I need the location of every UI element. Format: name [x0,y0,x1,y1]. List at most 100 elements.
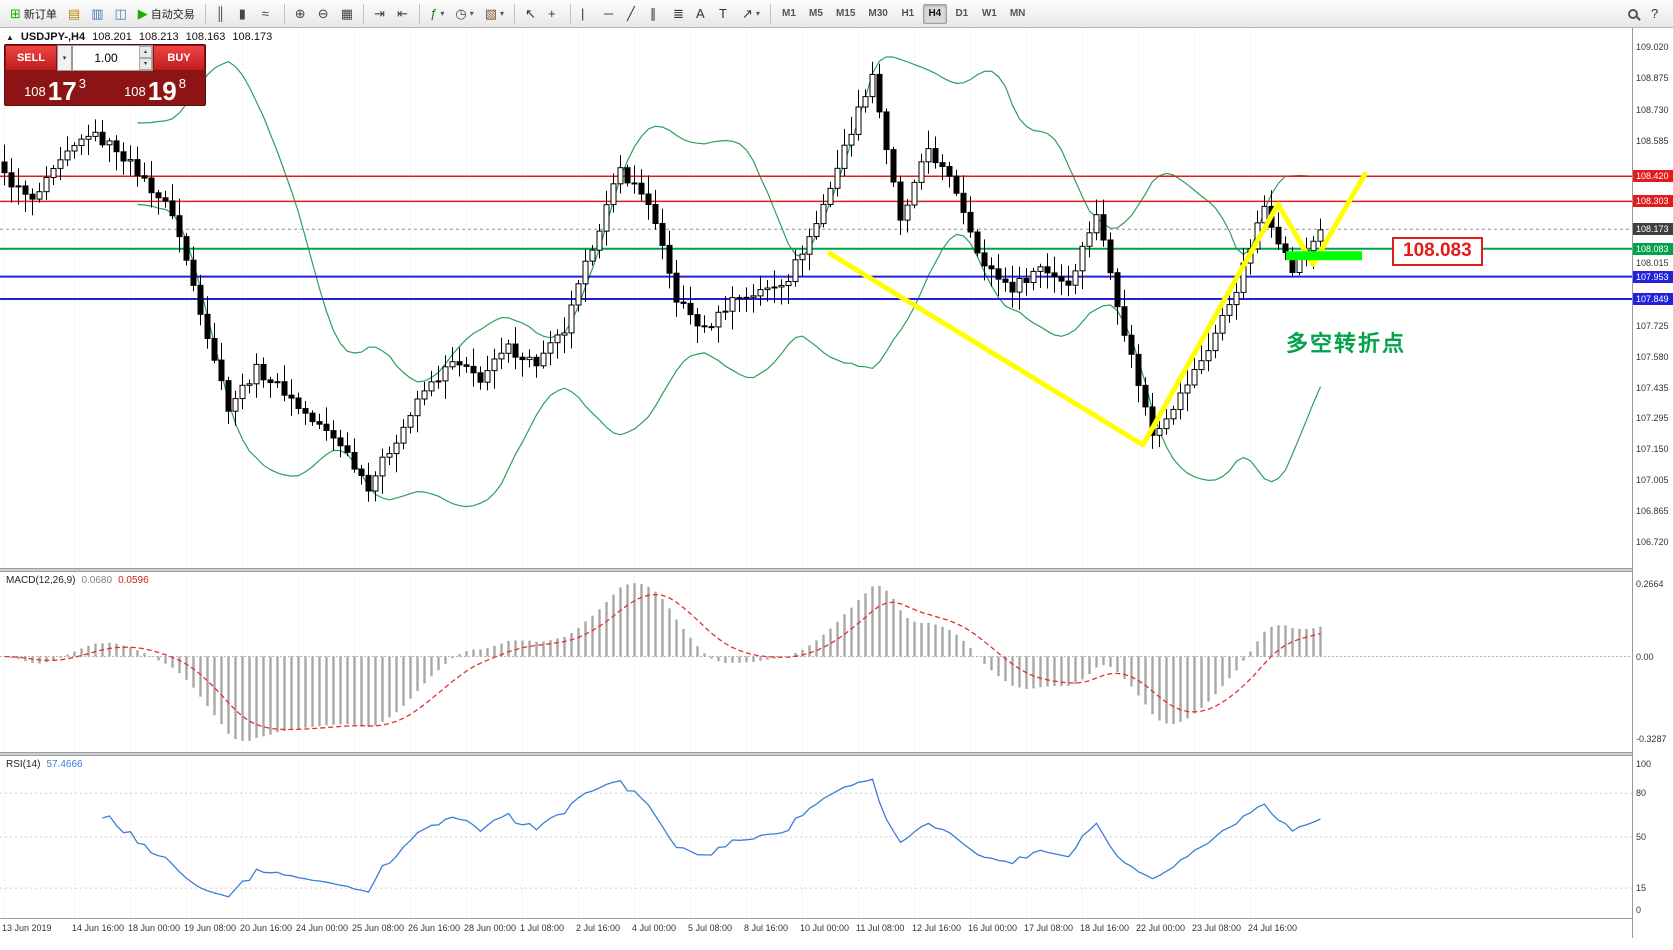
indicators-button[interactable]: ƒ ▾ [425,3,449,25]
price-line-label-107.849: 107.849 [1633,293,1673,305]
price-line-label-107.953: 107.953 [1633,271,1673,283]
new-order-label: 新订单 [23,8,57,21]
axis-label-107.150: 107.150 [1636,444,1669,454]
timeframe-mn-button[interactable]: MN [1005,4,1031,24]
volume-field: ▴ ▾ [72,45,153,71]
new-order-icon: ⊞ [10,6,21,21]
date-label: 20 Jun 16:00 [240,923,293,933]
macd-panel-canvas[interactable] [0,572,1632,752]
equidistant-channel-button[interactable]: ∥ [645,3,667,25]
timeframe-m30-button[interactable]: M30 [863,4,892,24]
ask-price[interactable]: 108 19 8 [105,71,205,105]
bid-price[interactable]: 108 17 3 [5,71,105,105]
price-chart-canvas[interactable] [0,28,1632,568]
date-label: 23 Jul 08:00 [1192,923,1242,933]
auto-trading-button[interactable]: ▶ 自动交易 [133,3,200,25]
candlestick-mode-button[interactable]: ▮ [234,3,256,25]
date-label: 11 Jul 08:00 [856,923,905,933]
date-label: 17 Jul 08:00 [1024,923,1074,933]
axis-label-100: 100 [1636,759,1652,769]
vertical-line-icon: | [581,6,585,21]
axis-label-50: 50 [1636,832,1647,842]
axis-label-108.015: 108.015 [1636,258,1669,268]
new-order-button[interactable]: ⊞ 新订单 [5,3,62,25]
one-click-trading-panel: SELL ▾ ▴ ▾ BUY 108 17 3 108 [4,44,206,106]
yellow-trendline[interactable] [827,171,1368,448]
date-label: 14 Jun 16:00 [72,923,125,933]
volume-down-button[interactable]: ▾ [139,58,152,70]
date-label: 19 Jun 08:00 [184,923,237,933]
bollinger-upper-band [137,56,1321,383]
time-axis[interactable]: 13 Jun 2019 14 Jun 16:00 18 Jun 00:00 19 Ju… [0,918,1632,940]
tile-windows-icon: ▦ [340,6,354,21]
axis-label-107.295: 107.295 [1636,413,1669,423]
auto-trading-label: 自动交易 [150,8,195,21]
rsi-panel-splitter[interactable] [0,752,1673,756]
horizontal-line-button[interactable]: ─ [599,3,621,25]
text-label-button[interactable]: T [714,3,736,25]
timeframe-m15-button[interactable]: M15 [831,4,860,24]
equidistant-channel-icon: ∥ [650,6,657,21]
axis-label--0.3287: -0.3287 [1636,734,1667,744]
toolbar-separator [514,3,516,24]
data-window-button[interactable]: ▥ [86,3,108,25]
navigator-button[interactable]: ◫ [110,3,132,25]
date-label: 24 Jun 00:00 [296,923,349,933]
price-line-label-108.420: 108.420 [1633,170,1673,182]
timeframe-w1-button[interactable]: W1 [977,4,1002,24]
crosshair-icon: + [548,6,556,21]
volume-input[interactable] [73,46,139,70]
chart-shift-button[interactable]: ⇤ [392,3,414,25]
vertical-line-button[interactable]: | [576,3,598,25]
axis-label-108.585: 108.585 [1636,136,1669,146]
macd-signal-line [4,593,1321,731]
zoom-in-icon: ⊕ [294,6,306,21]
timeframe-d1-button[interactable]: D1 [950,4,974,24]
cursor-button[interactable]: ↖ [520,3,542,25]
indicators-icon: ƒ [430,6,438,21]
help-button[interactable]: ? [1646,3,1668,25]
arrows-button[interactable]: ↗ ▾ [737,3,765,25]
candle-wicks-layer [4,61,1321,502]
timeframe-m1-button[interactable]: M1 [777,4,801,24]
timeframe-h1-button[interactable]: H1 [896,4,920,24]
text-button[interactable]: A [691,3,713,25]
templates-button[interactable]: ▧ ▾ [480,3,509,25]
rsi-line [102,778,1321,898]
periods-button[interactable]: ◷ ▾ [450,3,478,25]
tile-windows-button[interactable]: ▦ [336,3,358,25]
chart-annotation-text[interactable]: 多空转折点 [1286,331,1407,356]
bid-prefix: 108 [24,84,46,99]
fibonacci-button[interactable]: ≣ [668,3,690,25]
indicators-caret-icon: ▾ [440,9,445,18]
sell-button[interactable]: SELL [5,45,57,71]
bar-chart-mode-button[interactable]: ║ [211,3,233,25]
macd-panel-splitter[interactable] [0,568,1673,572]
auto-scroll-button[interactable]: ⇥ [369,3,391,25]
horizontal-line-icon: ─ [604,6,614,21]
search-button[interactable] [1623,3,1645,25]
zoom-out-button[interactable]: ⊖ [313,3,335,25]
toolbar-separator [570,3,572,24]
data-window-icon: ▥ [91,6,104,21]
volume-up-button[interactable]: ▴ [139,46,152,58]
price-callout-label[interactable]: 108.083 [1392,237,1483,266]
timeframe-m5-button[interactable]: M5 [804,4,828,24]
trade-panel-controls: SELL ▾ ▴ ▾ BUY [5,45,205,71]
zoom-in-button[interactable]: ⊕ [290,3,312,25]
volume-dropdown-button[interactable]: ▾ [57,45,72,71]
rsi-panel-canvas[interactable] [0,756,1632,918]
crosshair-button[interactable]: + [543,3,565,25]
buy-button[interactable]: BUY [153,45,205,71]
line-chart-mode-button[interactable]: ≈ [257,3,279,25]
market-watch-button[interactable]: ▤ [63,3,85,25]
ohlc-high: 108.213 [138,31,179,43]
date-label: 1 Jul 08:00 [520,923,565,933]
trendline-button[interactable]: ╱ [622,3,644,25]
ohlc-low: 108.163 [185,31,226,43]
arrows-icon: ↗ [742,6,753,21]
axis-label-107.005: 107.005 [1636,475,1669,485]
price-axis[interactable]: 109.020 108.875 108.730 108.585 108.015 107.7… [1632,28,1673,938]
timeframe-h4-button[interactable]: H4 [922,3,947,24]
collapse-icon[interactable]: ▲ [6,32,14,42]
